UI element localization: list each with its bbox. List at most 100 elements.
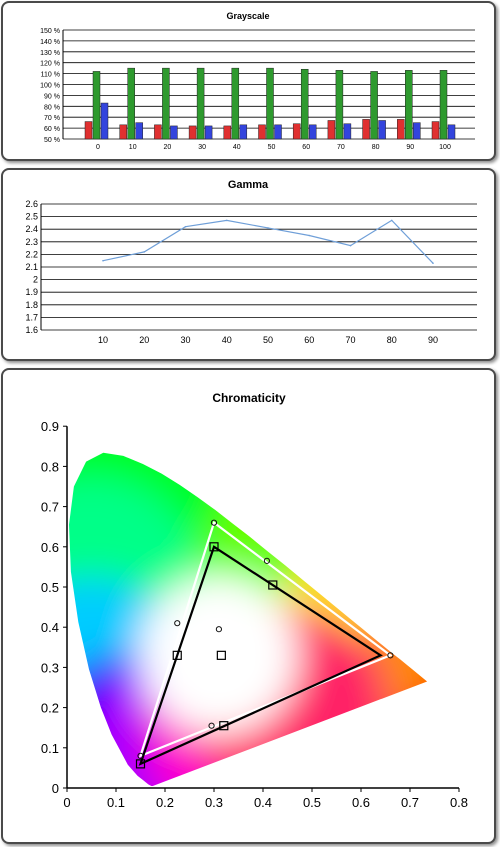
y-tick-label: 2.2	[25, 249, 38, 259]
reference-vertex-point	[387, 652, 394, 659]
y-tick-label: 0.9	[41, 419, 59, 434]
x-tick-label: 20	[139, 335, 149, 345]
x-tick-label: 0.3	[205, 795, 223, 810]
gamma-point	[390, 219, 393, 222]
measured-point	[209, 542, 219, 552]
bar	[100, 102, 109, 140]
measured-point	[172, 650, 182, 660]
x-tick-label: 40	[222, 335, 232, 345]
bar	[119, 124, 127, 140]
bar	[135, 122, 143, 140]
y-tick-label: 150 %	[40, 28, 60, 35]
y-tick-label: 0.8	[41, 459, 59, 474]
reference-point	[215, 626, 222, 633]
y-tick-label: 1.8	[25, 300, 38, 310]
hue-blob	[138, 575, 299, 736]
reference-point	[174, 620, 181, 627]
x-tick-label: 0.6	[352, 795, 370, 810]
hue-blobs	[69, 452, 428, 786]
x-tick-label: 0.4	[254, 795, 272, 810]
x-tick-label: 80	[372, 144, 380, 151]
x-tick-label: 40	[233, 144, 241, 151]
grayscale-chart: Grayscale 50 % 60 % 70 % 80 % 90 % 100 % 110 %…	[40, 11, 475, 151]
x-tick-label: 10	[98, 335, 108, 345]
bar	[335, 70, 344, 140]
bar	[327, 120, 336, 140]
bar	[223, 125, 232, 140]
bar	[308, 124, 317, 140]
reference-gamut-triangle	[138, 520, 393, 758]
bar	[292, 123, 301, 140]
x-tick-label: 70	[337, 144, 345, 151]
bar	[196, 67, 205, 140]
x-tick-label: 10	[129, 144, 137, 151]
bar	[127, 67, 135, 140]
gamma-point	[143, 251, 146, 253]
measured-point	[268, 580, 278, 590]
bar	[188, 125, 197, 140]
gamma-point	[349, 244, 352, 247]
bar	[231, 67, 240, 140]
y-tick-label: 60 %	[44, 126, 60, 133]
x-tick-label: 60	[304, 335, 314, 345]
bar	[343, 123, 352, 140]
y-tick-label: 2.5	[25, 212, 38, 222]
gamma-chart: Gamma 1.6 1.7 1.8 1.9 2 2.1 2.2 2.3 2.4 2.5 2.6 10 2…	[25, 179, 477, 345]
x-tick-label: 100	[439, 144, 451, 151]
reference-vertex-point	[137, 752, 144, 759]
gamma-point	[184, 225, 187, 228]
bar	[170, 125, 178, 140]
bar	[300, 68, 309, 140]
bar	[370, 71, 378, 140]
y-tick-label: 90 %	[44, 93, 60, 100]
gamma-point	[225, 219, 228, 222]
y-tick-label: 0.2	[41, 701, 59, 716]
x-tick-label: 0	[63, 795, 70, 810]
x-tick-label: 30	[180, 335, 190, 345]
x-tick-label: 0.1	[107, 795, 125, 810]
grayscale-title: Grayscale	[226, 11, 269, 21]
x-tick-label: 0.7	[401, 795, 419, 810]
bar	[431, 121, 440, 140]
y-tick-label: 0.1	[41, 741, 59, 756]
x-tick-label: 50	[263, 335, 273, 345]
x-tick-label: 90	[406, 144, 414, 151]
y-tick-label: 110 %	[41, 72, 60, 79]
gamma-point	[267, 227, 269, 229]
x-tick-label: 20	[164, 144, 172, 151]
y-tick-label: 2.1	[25, 262, 38, 272]
bar	[204, 125, 213, 140]
bar	[274, 124, 282, 140]
y-tick-label: 140 %	[40, 39, 60, 46]
bar	[266, 67, 274, 140]
y-tick-label: 0.7	[41, 500, 59, 515]
x-tick-label: 60	[302, 144, 310, 151]
y-tick-label: 0.4	[41, 620, 59, 635]
reference-vertex-point	[210, 519, 218, 526]
color-gamut-fill	[69, 452, 428, 786]
y-tick-label: 2.4	[25, 224, 38, 234]
bar	[239, 124, 248, 140]
bar	[258, 124, 266, 140]
y-tick-label: 120 %	[40, 61, 60, 68]
x-tick-label: 30	[198, 144, 206, 151]
bar	[405, 70, 413, 140]
y-tick-label: 0.5	[41, 580, 59, 595]
x-tick-label: 0.8	[450, 795, 468, 810]
y-tick-label: 2	[33, 275, 38, 285]
bar	[92, 71, 101, 140]
x-tick-label: 80	[387, 335, 397, 345]
x-tick-label: 90	[428, 335, 438, 345]
bar	[397, 119, 405, 140]
y-tick-label: 0.3	[41, 660, 59, 675]
y-tick-label: 2.3	[25, 237, 38, 247]
measured-point	[219, 721, 229, 731]
reference-point	[208, 722, 215, 729]
gamma-title: Gamma	[228, 179, 269, 191]
y-tick-label: 130 %	[40, 50, 60, 57]
x-tick-label: 70	[345, 335, 355, 345]
y-tick-label: 2.6	[25, 199, 38, 209]
y-tick-label: 80 %	[44, 104, 60, 111]
bar	[162, 67, 170, 140]
measured-gamut-triangle	[138, 545, 383, 766]
